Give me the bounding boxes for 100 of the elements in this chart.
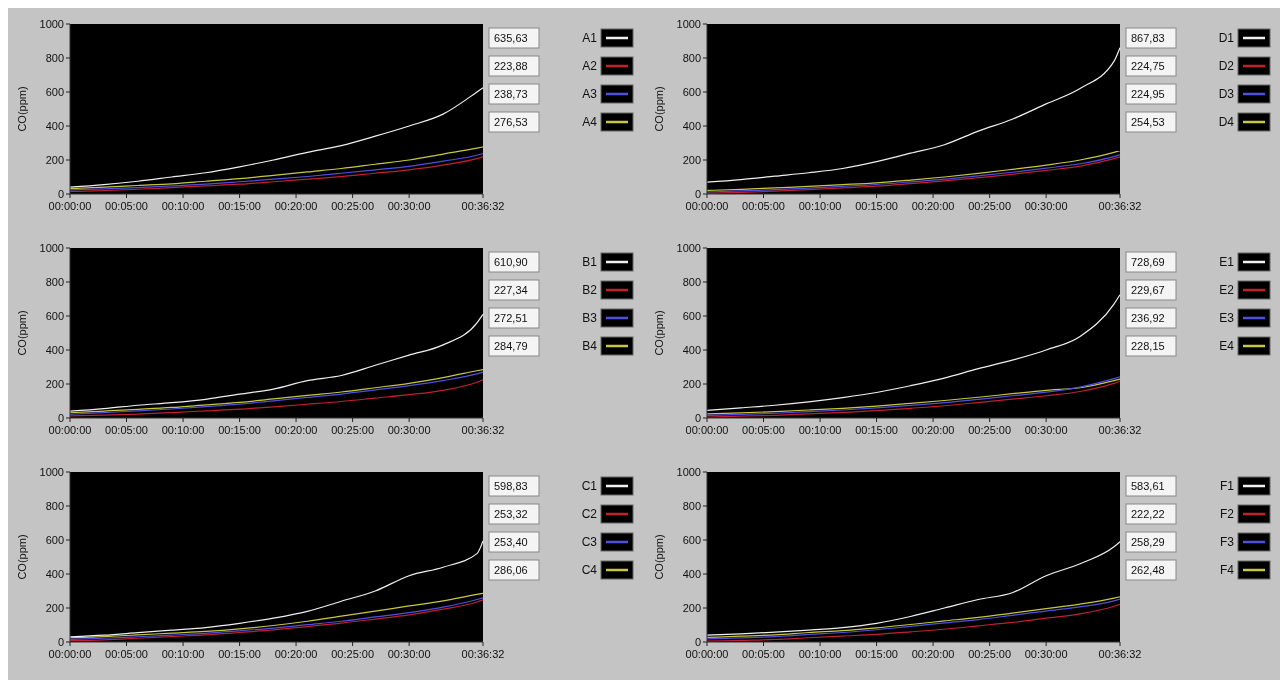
x-tick-label: 00:36:32 [1098, 648, 1142, 660]
x-tick-label: 00:30:00 [1024, 648, 1068, 660]
x-tick-label: 00:30:00 [387, 424, 431, 436]
x-tick-label: 00:36:32 [461, 648, 505, 660]
y-tick-label: 600 [45, 309, 64, 322]
y-tick-label: 1000 [676, 17, 701, 30]
legend-label: F4 [1219, 563, 1235, 577]
y-tick-label: 800 [682, 499, 701, 512]
x-tick-label: 00:25:00 [331, 200, 375, 212]
x-tick-label: 00:15:00 [218, 648, 261, 660]
legend-label: C4 [581, 563, 598, 577]
x-tick-label: 00:25:00 [968, 200, 1012, 212]
x-tick-label: 00:20:00 [274, 200, 318, 212]
legend-label: C1 [581, 479, 598, 493]
x-tick-label: 00:25:00 [331, 424, 375, 436]
x-tick-label: 00:05:00 [105, 200, 148, 212]
y-tick-label: 1000 [676, 465, 701, 478]
legend-label: D1 [1218, 31, 1235, 45]
legend-label: C2 [581, 507, 598, 521]
y-tick-label: 800 [45, 499, 64, 512]
y-tick-label: 400 [682, 343, 701, 356]
legend-label: B2 [582, 283, 598, 297]
legend-label: A4 [582, 115, 598, 129]
x-tick-label: 00:00:00 [685, 424, 729, 436]
x-tick-label: 00:36:32 [461, 200, 505, 212]
line-series [706, 541, 1121, 636]
text: 276,53 [494, 116, 528, 128]
y-tick-label: 600 [45, 533, 64, 546]
x-tick-label: 00:30:00 [1024, 200, 1068, 212]
x-tick-label: 00:36:32 [1098, 424, 1142, 436]
legend-label: D2 [1218, 59, 1235, 73]
text: 286,06 [494, 564, 528, 576]
line-series [706, 47, 1121, 183]
legend-label: F1 [1219, 479, 1235, 493]
text: 224,95 [1131, 88, 1165, 100]
x-tick-label: 00:00:00 [48, 648, 92, 660]
legend-label: A3 [582, 87, 598, 101]
text: 635,63 [494, 32, 528, 44]
line-series [69, 146, 484, 190]
y-tick-label: 800 [682, 51, 701, 64]
text: 867,83 [1131, 32, 1165, 44]
x-tick-label: 00:05:00 [742, 424, 785, 436]
text: 598,83 [494, 480, 528, 492]
x-tick-label: 00:30:00 [1024, 424, 1068, 436]
y-tick-label: 200 [682, 153, 701, 166]
y-tick-label: 400 [682, 567, 701, 580]
line-series [69, 313, 484, 412]
y-tick-label: 0 [57, 411, 64, 424]
x-tick-label: 00:25:00 [968, 648, 1012, 660]
y-tick-label: 200 [45, 377, 64, 390]
y-tick-label: 200 [682, 377, 701, 390]
x-tick-label: 00:10:00 [798, 424, 842, 436]
x-tick-label: 00:15:00 [855, 424, 898, 436]
legend-label: A2 [582, 59, 598, 73]
y-tick-label: 1000 [39, 465, 64, 478]
legend-label: B3 [582, 311, 598, 325]
x-tick-label: 00:30:00 [387, 648, 431, 660]
x-tick-label: 00:05:00 [105, 648, 148, 660]
x-tick-label: 00:36:32 [461, 424, 505, 436]
y-tick-label: 0 [57, 187, 64, 200]
x-tick-label: 00:15:00 [218, 424, 261, 436]
x-tick-label: 00:00:00 [685, 648, 729, 660]
y-tick-label: 0 [694, 411, 701, 424]
legend-label: B4 [582, 339, 598, 353]
text: 254,53 [1131, 116, 1165, 128]
line-series [69, 540, 484, 638]
x-tick-label: 00:20:00 [274, 648, 318, 660]
y-tick-label: 400 [45, 343, 64, 356]
x-tick-label: 00:00:00 [685, 200, 729, 212]
y-axis-title: CO(ppm) [16, 86, 28, 132]
x-tick-label: 00:36:32 [1098, 200, 1142, 212]
legend-label: D3 [1218, 87, 1235, 101]
x-tick-label: 00:10:00 [161, 424, 205, 436]
text: 223,88 [494, 60, 528, 72]
y-tick-label: 800 [45, 51, 64, 64]
text: 284,79 [494, 340, 528, 352]
legend-label: E2 [1219, 283, 1235, 297]
text: 224,75 [1131, 60, 1165, 72]
text: 229,67 [1131, 284, 1165, 296]
y-tick-label: 600 [45, 85, 64, 98]
x-tick-label: 00:20:00 [911, 648, 955, 660]
y-tick-label: 600 [682, 85, 701, 98]
x-tick-label: 00:20:00 [911, 200, 955, 212]
line-series [69, 87, 484, 188]
text: 262,48 [1131, 564, 1165, 576]
x-tick-label: 00:05:00 [105, 424, 148, 436]
y-tick-label: 800 [682, 275, 701, 288]
x-tick-label: 00:20:00 [274, 424, 318, 436]
text: 222,22 [1131, 508, 1165, 520]
legend-label: B1 [582, 255, 598, 269]
text: 253,40 [494, 536, 528, 548]
y-tick-label: 400 [45, 119, 64, 132]
x-tick-label: 00:10:00 [798, 200, 842, 212]
x-tick-label: 00:10:00 [161, 200, 205, 212]
x-tick-label: 00:10:00 [161, 648, 205, 660]
y-tick-label: 1000 [39, 241, 64, 254]
y-axis-title: CO(ppm) [653, 86, 665, 132]
y-tick-label: 0 [57, 635, 64, 648]
x-tick-label: 00:10:00 [798, 648, 842, 660]
text: 272,51 [494, 312, 528, 324]
